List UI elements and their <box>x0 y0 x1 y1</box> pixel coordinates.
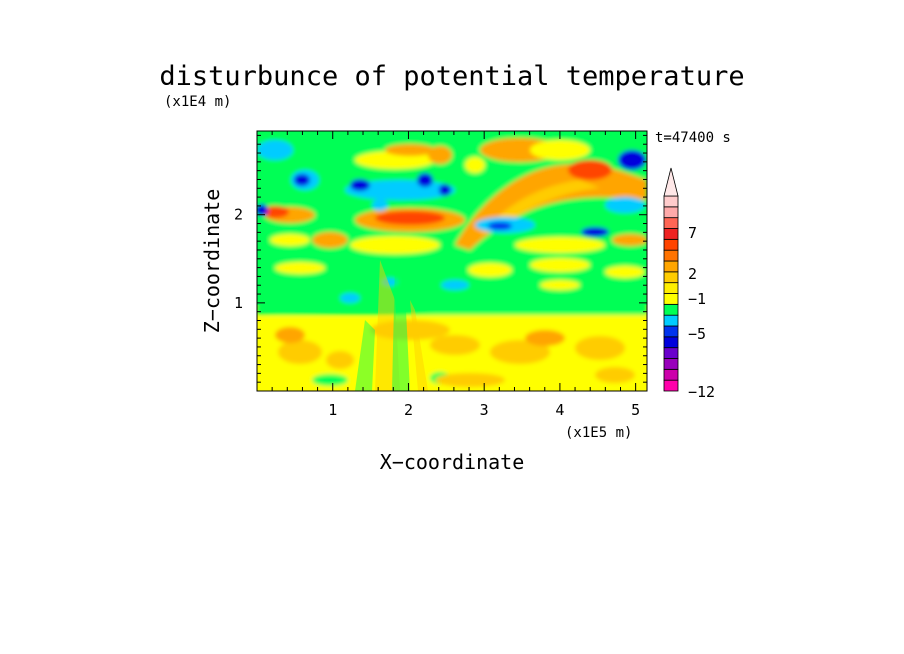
colorbar-tick-label: −5 <box>688 325 706 343</box>
colorbar-swatch <box>663 249 679 262</box>
colorbar-swatch <box>663 314 679 327</box>
colorbar-tick-label: −1 <box>688 290 706 308</box>
colorbar-swatch <box>663 217 679 229</box>
x-tick-label: 3 <box>480 401 489 419</box>
colorbar-swatch <box>663 336 679 349</box>
x-unit-label: (x1E5 m) <box>565 425 632 441</box>
y-axis-label: Z−coordinate <box>200 189 224 334</box>
colorbar-labels: 7 2 −1 −5 −12 <box>688 224 715 401</box>
colorbar-swatch <box>663 368 679 381</box>
x-tick-label: 2 <box>404 401 413 419</box>
contour-field <box>257 131 647 391</box>
colorbar-tick-label: 7 <box>688 224 697 242</box>
x-axis-label: X−coordinate <box>380 450 525 474</box>
colorbar-swatch <box>663 228 679 240</box>
colorbar <box>663 167 679 392</box>
colorbar-swatch <box>663 379 679 392</box>
colorbar-swatch <box>663 347 679 359</box>
colorbar-swatch <box>663 206 679 219</box>
y-tick-label: 1 <box>234 294 243 312</box>
colorbar-swatch <box>663 303 679 316</box>
y-unit-label: (x1E4 m) <box>164 94 231 110</box>
colorbar-swatch <box>663 282 679 294</box>
x-tick-label: 1 <box>328 401 337 419</box>
colorbar-tick-label: −12 <box>688 383 715 401</box>
colorbar-swatch <box>663 325 679 338</box>
plot-frame <box>256 130 648 392</box>
x-tick-label: 5 <box>631 401 640 419</box>
colorbar-swatch <box>663 293 679 305</box>
colorbar-swatch <box>663 238 679 251</box>
axis-ticks <box>257 131 647 391</box>
time-label: t=47400 s <box>655 130 731 146</box>
colorbar-swatch <box>663 260 679 273</box>
chart-title: disturbunce of potential temperature <box>159 61 744 92</box>
colorbar-tick-label: 2 <box>688 265 697 283</box>
axis-tick-labels: 1 2 3 4 5 1 2 <box>234 206 640 419</box>
y-tick-label: 2 <box>234 206 243 224</box>
x-tick-label: 4 <box>555 401 564 419</box>
colorbar-extend-arrow <box>663 167 679 197</box>
colorbar-swatch <box>663 358 679 370</box>
colorbar-swatch <box>663 271 679 284</box>
colorbar-swatch <box>663 195 679 208</box>
